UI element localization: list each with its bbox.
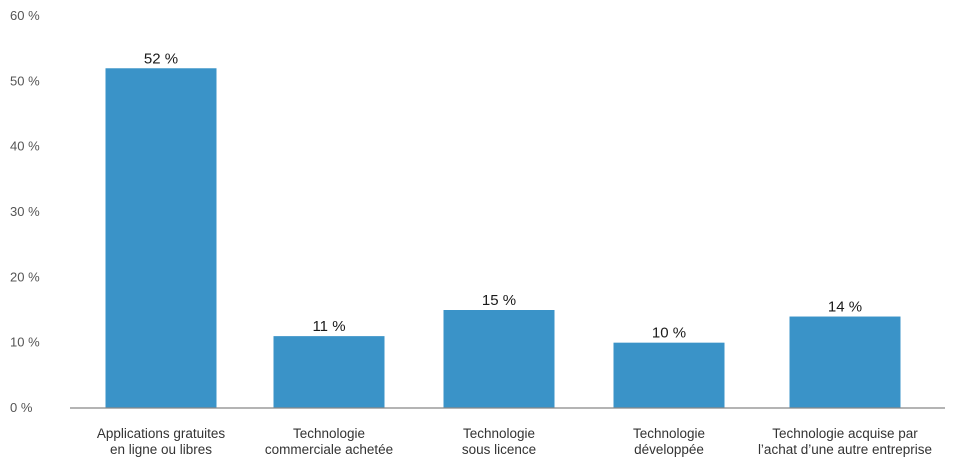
bars bbox=[105, 68, 901, 409]
bar bbox=[443, 310, 555, 408]
data-label: 11 % bbox=[312, 318, 345, 335]
bar bbox=[273, 336, 385, 408]
category-label: en ligne ou libres bbox=[110, 442, 212, 457]
y-tick-label: 60 % bbox=[10, 8, 40, 23]
category-label: l’achat d’une autre entreprise bbox=[758, 442, 932, 457]
data-label: 14 % bbox=[828, 299, 862, 316]
category-label: commerciale achetée bbox=[265, 442, 393, 457]
bar bbox=[789, 316, 901, 408]
data-label: 10 % bbox=[652, 325, 686, 342]
y-axis-ticks: 0 % 10 % 20 % 30 % 40 % 50 % 60 % bbox=[10, 8, 40, 415]
y-tick-label: 30 % bbox=[10, 204, 40, 219]
bar bbox=[613, 342, 725, 408]
y-tick-label: 50 % bbox=[10, 73, 40, 88]
y-tick-label: 20 % bbox=[10, 269, 40, 284]
y-tick-label: 40 % bbox=[10, 139, 40, 154]
category-label: sous licence bbox=[462, 442, 536, 457]
data-label: 15 % bbox=[482, 292, 516, 309]
category-label: Technologie acquise par bbox=[772, 426, 918, 441]
category-label: Technologie bbox=[293, 426, 365, 441]
category-label: développée bbox=[634, 442, 704, 457]
data-labels: 52 % 11 % 15 % 10 % 14 % bbox=[144, 50, 862, 341]
category-label: Applications gratuites bbox=[97, 426, 226, 441]
category-label: Technologie bbox=[633, 426, 705, 441]
y-tick-label: 10 % bbox=[10, 335, 40, 350]
category-label: Technologie bbox=[463, 426, 535, 441]
bar bbox=[105, 68, 217, 409]
data-label: 52 % bbox=[144, 50, 178, 67]
y-tick-label: 0 % bbox=[10, 400, 33, 415]
